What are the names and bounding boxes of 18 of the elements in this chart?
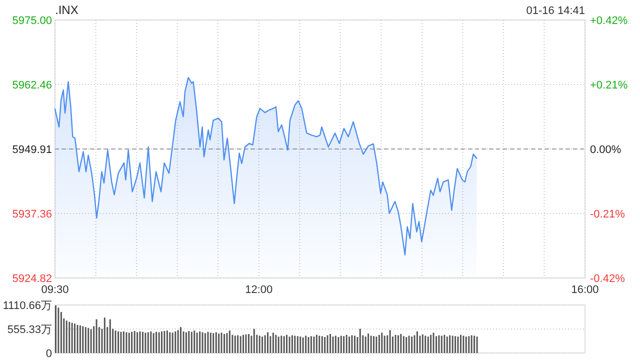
y-tick-label: 0 xyxy=(46,348,52,360)
y2-tick-label: +0.21% xyxy=(590,79,628,92)
y2-tick-label: +0.42% xyxy=(590,14,628,27)
y-tick-label: 555.33万 xyxy=(7,324,52,336)
y-tick-label: 5962.46 xyxy=(12,79,52,92)
y-tick-label: 5975.00 xyxy=(12,14,52,27)
x-tick-label: 09:30 xyxy=(41,284,69,296)
y-tick-label: 5949.91 xyxy=(12,144,52,156)
y-tick-label: 1110.66万 xyxy=(2,300,52,312)
y2-tick-label: -0.21% xyxy=(590,208,626,220)
y-tick-label: 5937.36 xyxy=(12,208,52,220)
chart-title: .INX xyxy=(55,3,78,17)
y2-tick-label: 0.00% xyxy=(590,144,622,156)
y-tick-label: 5924.82 xyxy=(12,272,52,285)
y2-tick-label: -0.42% xyxy=(590,272,626,285)
text: 01-16 14:41 xyxy=(526,5,585,17)
x-tick-label: 16:00 xyxy=(571,284,599,296)
x-tick-label: 12:00 xyxy=(245,284,273,296)
